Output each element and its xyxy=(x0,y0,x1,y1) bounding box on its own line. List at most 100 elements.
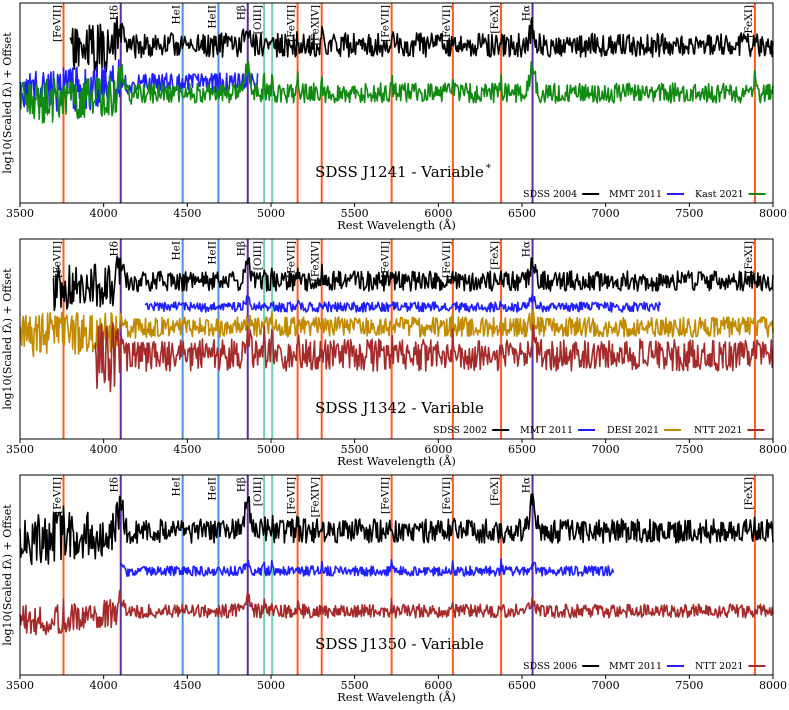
emission-line-label: [FeVII] xyxy=(441,5,453,42)
legend-label: SDSS 2004 xyxy=(523,189,577,200)
spectrum-line-kast-2021 xyxy=(19,60,774,124)
spectrum-line-mmt-2011 xyxy=(144,294,661,313)
legend: SDSS 2002 MMT 2011 DESI 2021 NTT 2021 xyxy=(433,425,765,436)
x-tick-label: 4500 xyxy=(173,207,201,220)
emission-line-label: [FeVII] xyxy=(286,241,298,278)
spectrum-line-sdss-2002 xyxy=(52,255,774,312)
emission-line-label: [FeVII] xyxy=(286,477,298,514)
emission-line-label: [FeVII] xyxy=(52,5,64,42)
emission-line-label: [FeVII] xyxy=(441,241,453,278)
emission-line-label: [FeVII] xyxy=(52,241,64,278)
spectrum-panel-2: [FeVII] Hδ HeI HeII Hβ [OIII] [FeVII] [FeXIV] [F… xyxy=(1,238,787,468)
emission-line-label: HeI xyxy=(171,477,183,497)
emission-line-label: [FeVII] xyxy=(380,5,392,42)
legend-label: MMT 2011 xyxy=(609,661,662,672)
emission-line-label: [OIII] xyxy=(252,5,264,34)
emission-line-label: [FeVII] xyxy=(52,477,64,514)
legend-label: MMT 2011 xyxy=(520,425,573,436)
spectrum-line-ntt-2021 xyxy=(19,589,774,636)
x-axis-label: Rest Wavelength (Å) xyxy=(337,218,456,232)
spectrum-line-desi-2021 xyxy=(19,309,774,358)
emission-line-label: [FeXIV] xyxy=(310,5,322,45)
spectrum-line-ntt-2021 xyxy=(94,322,774,393)
emission-line-label: [OIII] xyxy=(252,241,264,270)
emission-line-label: [FeXI] xyxy=(743,5,755,38)
axes-frame xyxy=(19,474,774,676)
x-tick-label: 7500 xyxy=(675,679,703,692)
emission-line-label: Hβ xyxy=(236,5,248,20)
panel-title: SDSS J1350 - Variable xyxy=(315,635,484,653)
emission-line-label: Hβ xyxy=(236,477,248,492)
title-superscript: * xyxy=(486,163,491,174)
spectrum-panel-1: [FeVII] Hδ HeI HeII Hβ [OIII] [FeVII] [FeXIV] [F… xyxy=(1,2,787,232)
emission-line-label: [FeXIV] xyxy=(310,241,322,281)
legend: SDSS 2004 MMT 2011 Kast 2021 xyxy=(523,189,766,200)
legend: SDSS 2006 MMT 2011 NTT 2021 xyxy=(523,661,766,672)
x-tick-label: 3500 xyxy=(6,207,34,220)
spectrum-panel-3: [FeVII] Hδ HeI HeII Hβ [OIII] [FeVII] [FeXIV] [F… xyxy=(1,474,787,704)
spectrum-line-sdss-2004 xyxy=(69,15,774,75)
spectrum-line-sdss-2006 xyxy=(19,493,774,566)
x-tick-label: 6500 xyxy=(508,207,536,220)
emission-line-label: Hβ xyxy=(236,241,248,256)
emission-line-label: HeII xyxy=(206,477,218,501)
x-tick-label: 6500 xyxy=(508,443,536,456)
panel-title: SDSS J1342 - Variable xyxy=(315,399,484,417)
x-tick-label: 8000 xyxy=(759,679,787,692)
x-tick-label: 5500 xyxy=(341,679,369,692)
x-tick-label: 7000 xyxy=(592,443,620,456)
legend-label: SDSS 2002 xyxy=(433,425,487,436)
x-tick-label: 8000 xyxy=(759,207,787,220)
x-tick-label: 6000 xyxy=(424,679,452,692)
x-tick-label: 5000 xyxy=(257,679,285,692)
legend-label: SDSS 2006 xyxy=(523,661,577,672)
x-tick-label: 7500 xyxy=(675,207,703,220)
x-tick-label: 5500 xyxy=(341,443,369,456)
x-axis-label: Rest Wavelength (Å) xyxy=(337,690,456,704)
emission-line-label: [FeX] xyxy=(489,477,501,506)
x-tick-label: 5000 xyxy=(257,207,285,220)
emission-line-label: HeI xyxy=(171,241,183,261)
emission-line-label: [FeVII] xyxy=(380,241,392,278)
y-axis-label: log10(Scaled fλ) + Offset xyxy=(1,268,14,410)
emission-line-label: [FeVII] xyxy=(286,5,298,42)
emission-line-label: Hδ xyxy=(109,241,121,256)
emission-line-label: [FeXI] xyxy=(743,241,755,274)
emission-line-label: HeII xyxy=(206,241,218,265)
legend-label: NTT 2021 xyxy=(694,425,742,436)
y-axis-label: log10(Scaled fλ) + Offset xyxy=(1,504,14,646)
x-tick-label: 3500 xyxy=(6,443,34,456)
emission-line-label: [FeXIV] xyxy=(310,477,322,517)
spectrum-line-mmt-2011 xyxy=(119,558,615,578)
x-tick-label: 6000 xyxy=(424,207,452,220)
emission-line-label: Hα xyxy=(521,5,533,21)
emission-line-label: [FeXI] xyxy=(743,477,755,510)
legend-label: DESI 2021 xyxy=(607,425,659,436)
x-tick-label: 6500 xyxy=(508,679,536,692)
x-axis-label: Rest Wavelength (Å) xyxy=(337,454,456,468)
x-tick-label: 4500 xyxy=(173,679,201,692)
x-tick-label: 8000 xyxy=(759,443,787,456)
emission-line-label: [FeVII] xyxy=(441,477,453,514)
x-tick-label: 4500 xyxy=(173,443,201,456)
emission-line-label: HeI xyxy=(171,5,183,25)
emission-line-label: [FeVII] xyxy=(380,477,392,514)
x-tick-label: 5500 xyxy=(341,207,369,220)
x-tick-label: 4000 xyxy=(90,679,118,692)
axes-frame xyxy=(19,238,774,440)
axes-frame xyxy=(19,2,774,204)
panel-title: SDSS J1241 - Variable xyxy=(315,163,484,181)
y-axis-label: log10(Scaled fλ) + Offset xyxy=(1,32,14,174)
legend-label: Kast 2021 xyxy=(695,189,744,200)
emission-line-label: Hα xyxy=(521,477,533,493)
x-tick-label: 7000 xyxy=(592,207,620,220)
x-tick-label: 4000 xyxy=(90,443,118,456)
x-tick-label: 5000 xyxy=(257,443,285,456)
emission-line-label: Hδ xyxy=(109,477,121,492)
emission-line-label: [OIII] xyxy=(252,477,264,506)
legend-label: MMT 2011 xyxy=(609,189,662,200)
x-tick-label: 4000 xyxy=(90,207,118,220)
emission-line-label: Hδ xyxy=(109,5,121,20)
x-tick-label: 7500 xyxy=(675,443,703,456)
